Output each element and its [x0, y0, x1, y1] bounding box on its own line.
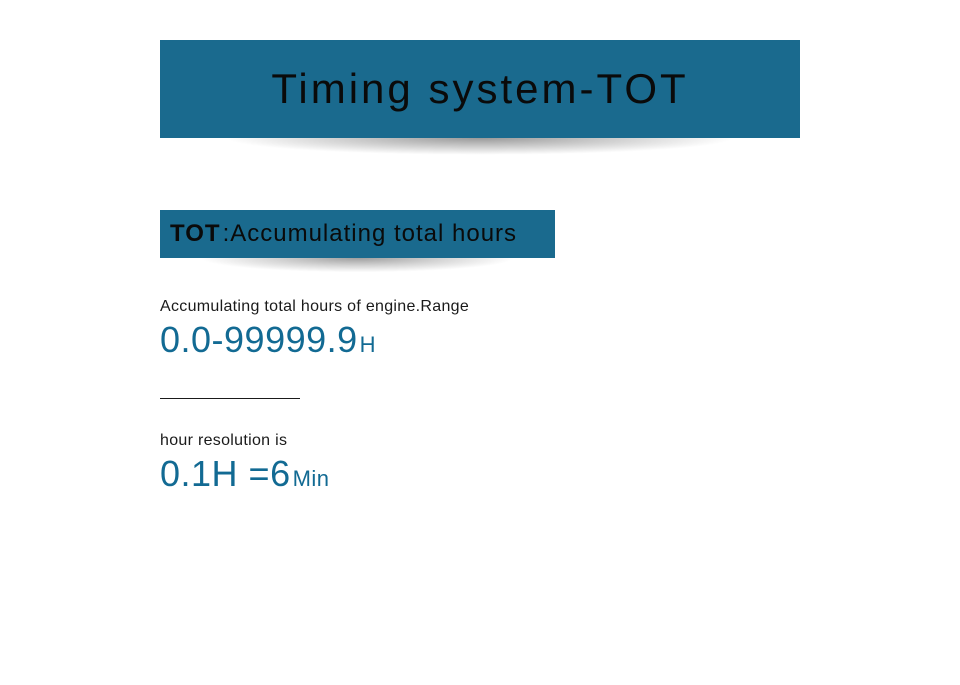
resolution-description: hour resolution is [160, 432, 287, 450]
range-description: Accumulating total hours of engine.Range [160, 298, 469, 316]
subtitle-banner-shadow [160, 258, 555, 280]
title-banner: Timing system-TOT [160, 40, 800, 138]
subtitle-banner: TOT:Accumulating total hours [160, 210, 555, 258]
divider-line [160, 398, 300, 399]
range-value: 0.0-99999.9 [160, 322, 358, 358]
subtitle-separator: : [223, 220, 231, 248]
resolution-unit: Min [293, 466, 330, 492]
title-banner-wrap: Timing system-TOT [160, 40, 800, 164]
range-unit: H [360, 332, 376, 358]
title-banner-shadow [160, 138, 800, 164]
subtitle-text: Accumulating total hours [230, 220, 517, 248]
resolution-row: 0.1H =6 Min [160, 456, 330, 492]
subtitle-banner-wrap: TOT:Accumulating total hours [160, 210, 555, 280]
page-root: Timing system-TOT TOT:Accumulating total… [0, 0, 960, 685]
subtitle-label: TOT [170, 220, 221, 248]
resolution-value: 0.1H =6 [160, 456, 291, 492]
range-row: 0.0-99999.9 H [160, 322, 376, 358]
